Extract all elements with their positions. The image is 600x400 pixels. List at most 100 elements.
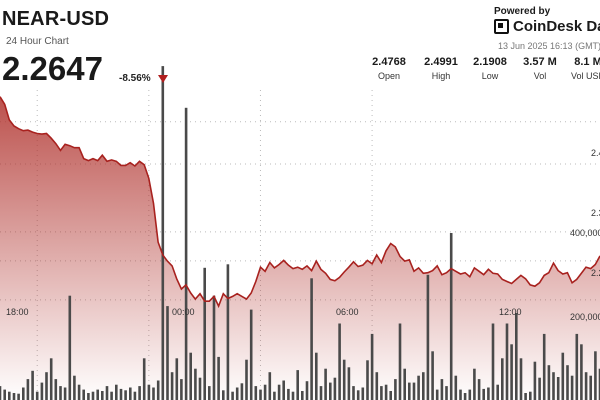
volume-bar bbox=[333, 377, 337, 400]
volume-bar bbox=[12, 393, 16, 400]
volume-bar bbox=[0, 386, 2, 400]
stat-value: 8.1 M bbox=[574, 56, 600, 68]
timestamp: 13 Jun 2025 16:13 (GMT) bbox=[498, 41, 600, 51]
volume-bar bbox=[524, 393, 527, 400]
volume-bar bbox=[580, 344, 583, 400]
volume-bar bbox=[184, 107, 188, 400]
volume-bar bbox=[491, 323, 495, 400]
volume-bar bbox=[49, 358, 53, 400]
volume-bar bbox=[77, 384, 81, 400]
volume-bar bbox=[287, 388, 290, 400]
volume-bar bbox=[477, 379, 481, 400]
x-tick-label: 06:00 bbox=[336, 307, 359, 317]
volume-bar bbox=[259, 389, 262, 400]
volume-bar bbox=[435, 389, 439, 400]
volume-bar bbox=[142, 358, 146, 400]
volume-bar bbox=[152, 387, 155, 400]
volume-bar bbox=[291, 391, 295, 400]
price-line bbox=[0, 96, 600, 309]
volume-bar bbox=[203, 267, 206, 400]
volume-bar bbox=[63, 387, 67, 400]
volume-bar bbox=[552, 372, 555, 400]
volume-bar bbox=[22, 387, 25, 400]
volume-bar bbox=[515, 313, 518, 400]
brand-logo[interactable]: CoinDesk Data bbox=[494, 18, 600, 35]
coindesk-logo-icon bbox=[494, 19, 509, 34]
volume-bar bbox=[231, 391, 234, 400]
volume-bar bbox=[501, 358, 504, 400]
volume-bar bbox=[138, 386, 141, 400]
pair-title: NEAR-USD bbox=[2, 8, 110, 30]
volume-bar bbox=[119, 388, 123, 400]
volume-bar bbox=[101, 391, 104, 400]
volume-bar bbox=[473, 368, 476, 400]
volume-tick-label: 400,000 bbox=[570, 228, 600, 238]
volume-bar bbox=[87, 393, 90, 400]
stat-high: 2.4991 High bbox=[421, 56, 461, 81]
volume-bar bbox=[380, 386, 383, 400]
stat-label: Low bbox=[481, 71, 499, 81]
volume-bar bbox=[347, 367, 351, 400]
stat-label: Vol USD bbox=[570, 71, 600, 81]
volume-bar bbox=[156, 380, 160, 400]
volume-bar bbox=[305, 381, 309, 400]
volume-bar bbox=[584, 372, 588, 400]
volume-bar bbox=[329, 382, 332, 400]
volume-bar bbox=[166, 306, 169, 400]
powered-by-label: Powered by bbox=[494, 6, 551, 17]
volume-bar bbox=[538, 377, 541, 400]
volume-bar bbox=[31, 370, 34, 400]
price-tick-label: 2.2 bbox=[591, 268, 600, 278]
volume-bar bbox=[440, 379, 444, 400]
volume-bar bbox=[556, 377, 560, 400]
volume-bar bbox=[505, 323, 509, 400]
volume-bar bbox=[361, 387, 365, 400]
volume-bar bbox=[449, 233, 453, 400]
volume-bar bbox=[338, 323, 341, 400]
volume-bar bbox=[426, 274, 430, 400]
volume-bar bbox=[375, 372, 379, 400]
volume-bar bbox=[496, 384, 499, 400]
volume-bar bbox=[445, 386, 448, 400]
stat-vol: 3.57 M Vol bbox=[520, 56, 560, 81]
stat-value: 2.4768 bbox=[372, 56, 406, 68]
volume-bar bbox=[519, 358, 523, 400]
volume-bar bbox=[342, 359, 346, 400]
price-change: -8.56% bbox=[119, 73, 151, 84]
volume-bar bbox=[147, 384, 151, 400]
x-tick-label: 18:00 bbox=[6, 307, 29, 317]
volume-bar bbox=[133, 391, 137, 400]
price-tick-label: 2.3 bbox=[591, 208, 600, 218]
volume-bar bbox=[296, 370, 299, 400]
volume-bar bbox=[198, 377, 202, 400]
volume-bar bbox=[105, 386, 109, 400]
volume-bars bbox=[0, 66, 600, 400]
stat-label: Vol bbox=[533, 71, 547, 81]
volume-bar bbox=[510, 344, 513, 400]
volume-bar bbox=[54, 379, 58, 400]
volume-bar bbox=[594, 351, 597, 400]
volume-bar bbox=[212, 295, 216, 400]
volume-bar bbox=[459, 389, 462, 400]
current-price: 2.2647 bbox=[2, 50, 103, 87]
volume-bar bbox=[245, 359, 248, 400]
volume-bar bbox=[115, 384, 118, 400]
stat-label: Open bbox=[377, 71, 401, 81]
volume-bar bbox=[73, 375, 76, 400]
volume-bar bbox=[35, 391, 39, 400]
volume-bar bbox=[468, 389, 472, 400]
volume-bar bbox=[315, 352, 318, 400]
volume-bar bbox=[226, 264, 230, 400]
volume-bar bbox=[403, 368, 406, 400]
volume-bar bbox=[3, 389, 6, 400]
volume-bar bbox=[217, 356, 220, 400]
stat-low: 2.1908 Low bbox=[470, 56, 510, 81]
volume-bar bbox=[96, 389, 99, 400]
volume-bar bbox=[566, 365, 569, 400]
x-tick-label: 12:00 bbox=[499, 307, 522, 317]
volume-bar bbox=[45, 372, 48, 400]
volume-bar bbox=[598, 368, 600, 400]
volume-bar bbox=[235, 387, 239, 400]
price-tick-label: 2.4 bbox=[591, 148, 600, 158]
volume-bar bbox=[194, 368, 197, 400]
